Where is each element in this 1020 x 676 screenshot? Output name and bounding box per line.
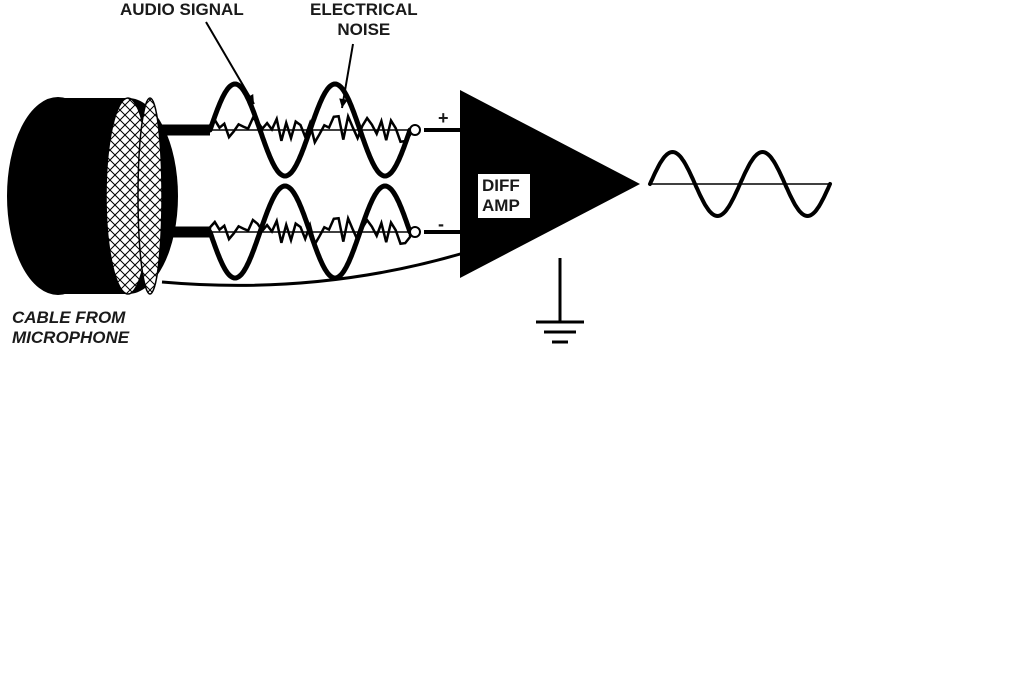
- neg-input-minus-label: -: [438, 214, 444, 235]
- audio-signal-label: AUDIO SIGNAL: [120, 0, 244, 20]
- signal-leads: [162, 130, 467, 285]
- input-terminals: [410, 125, 420, 237]
- electrical-noise-label: ELECTRICAL NOISE: [310, 0, 418, 39]
- cable-connector: [8, 98, 178, 294]
- diff-amp-label: DIFF AMP: [482, 176, 520, 215]
- pos-input-plus-label: +: [438, 108, 449, 129]
- ground-symbol: [536, 258, 584, 342]
- diagram-stage: AUDIO SIGNAL ELECTRICAL NOISE CABLE FROM…: [0, 0, 1020, 676]
- cable-from-mic-label: CABLE FROM MICROPHONE: [12, 308, 129, 347]
- diagram-svg: [0, 0, 1020, 676]
- diff-amp-triangle: [424, 90, 640, 278]
